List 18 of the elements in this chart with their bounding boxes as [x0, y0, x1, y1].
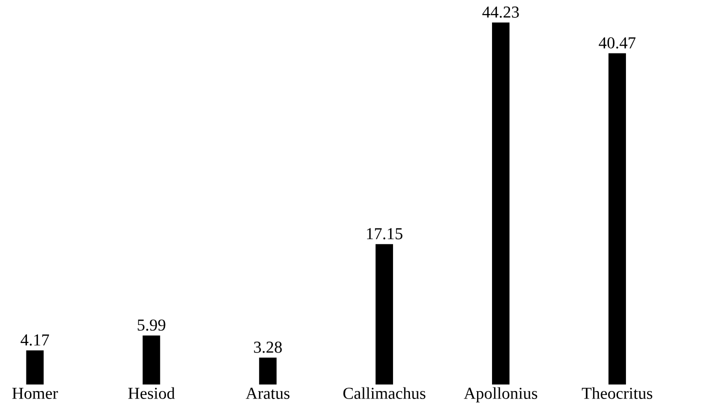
- x-tick-label: Hesiod: [128, 387, 175, 399]
- x-tick-label: Apollonius: [464, 387, 538, 402]
- bar: [376, 244, 394, 384]
- x-tick-label: Homer: [12, 388, 58, 399]
- bar: [26, 350, 44, 384]
- data-label: 4.17: [20, 334, 50, 346]
- x-tick-label: Callimachus: [343, 387, 426, 399]
- data-label: 5.99: [138, 319, 166, 331]
- bar: [492, 22, 510, 384]
- bar: [259, 358, 277, 384]
- bar: [142, 335, 160, 384]
- x-tick-label: Theocritus: [582, 387, 652, 399]
- data-label: 17.15: [367, 228, 402, 240]
- bar: [608, 53, 626, 384]
- x-tick-label: Aratus: [246, 388, 290, 399]
- data-label: 3.28: [254, 342, 282, 353]
- data-label: 40.47: [598, 37, 636, 49]
- data-label: 44.23: [482, 6, 519, 18]
